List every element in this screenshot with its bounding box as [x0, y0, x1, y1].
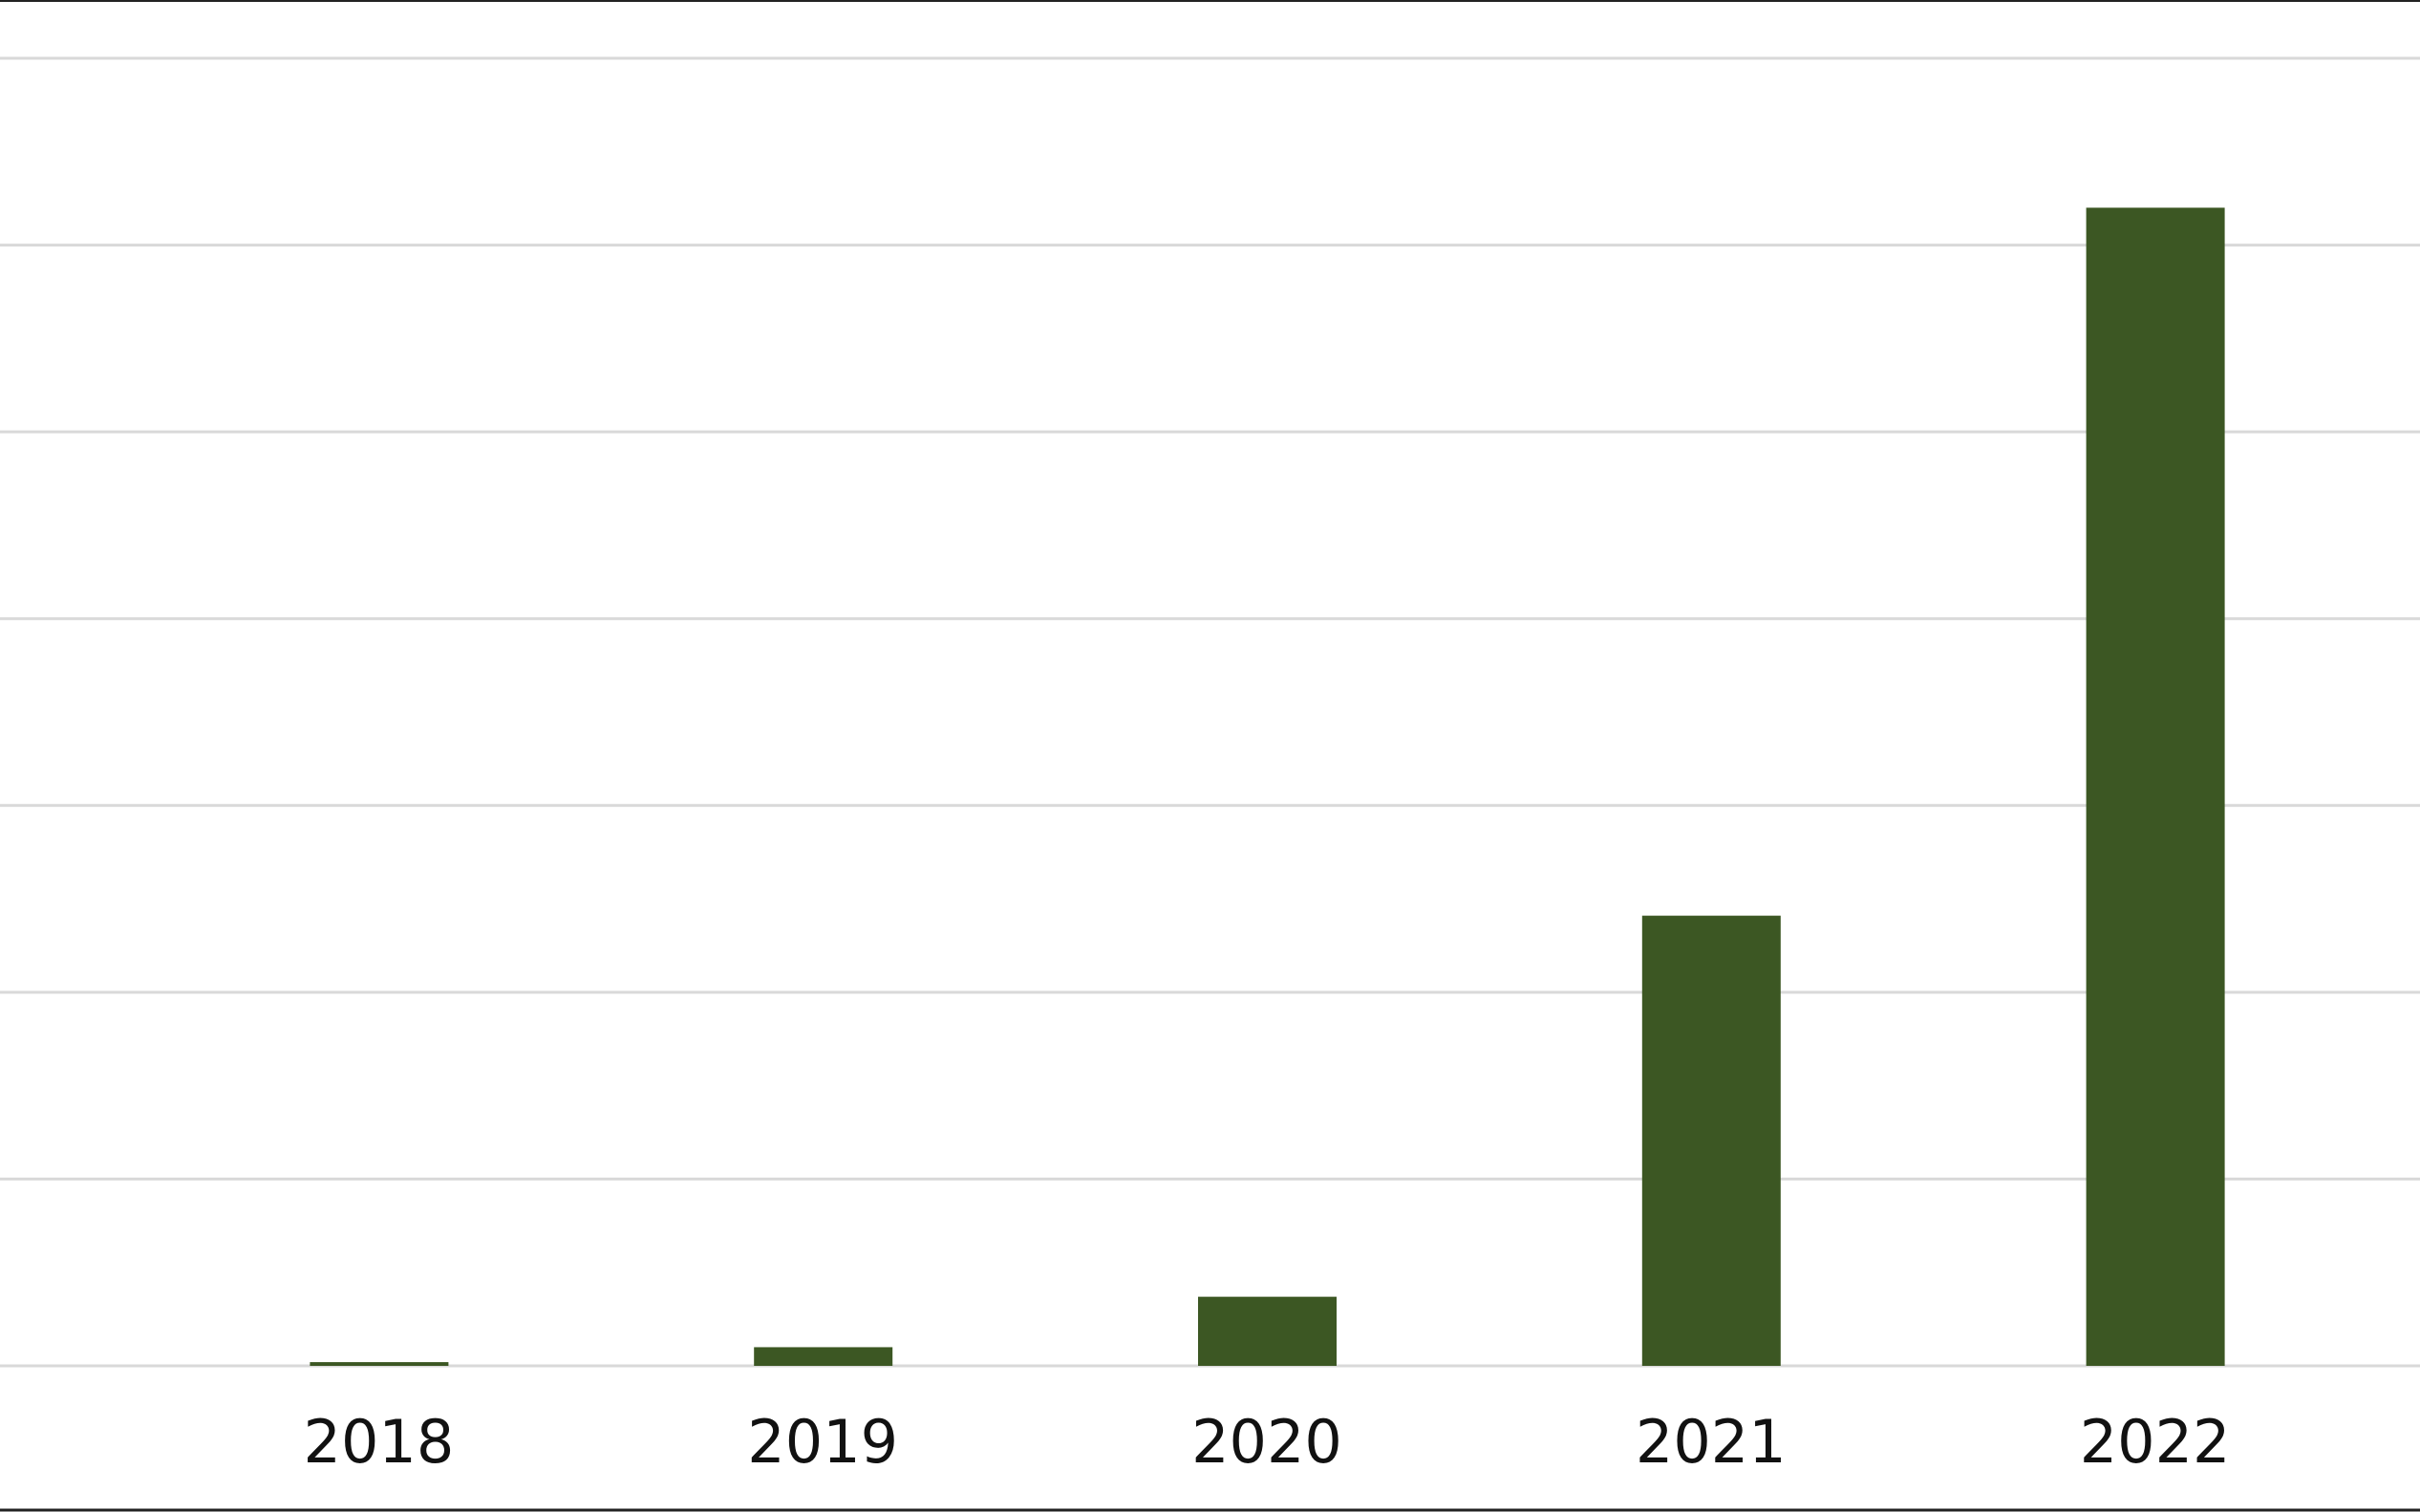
- x-tick-label: 2021: [1636, 1407, 1787, 1477]
- bar: [2086, 207, 2225, 1366]
- x-tick-label: 2020: [1191, 1407, 1342, 1477]
- bar: [1641, 915, 1781, 1366]
- x-tick-label: 2022: [2080, 1407, 2231, 1477]
- bar: [310, 1362, 449, 1366]
- x-tick-label: 2019: [747, 1407, 898, 1477]
- bar: [754, 1347, 893, 1366]
- x-tick-label: 2018: [304, 1407, 455, 1477]
- bar: [1198, 1296, 1337, 1366]
